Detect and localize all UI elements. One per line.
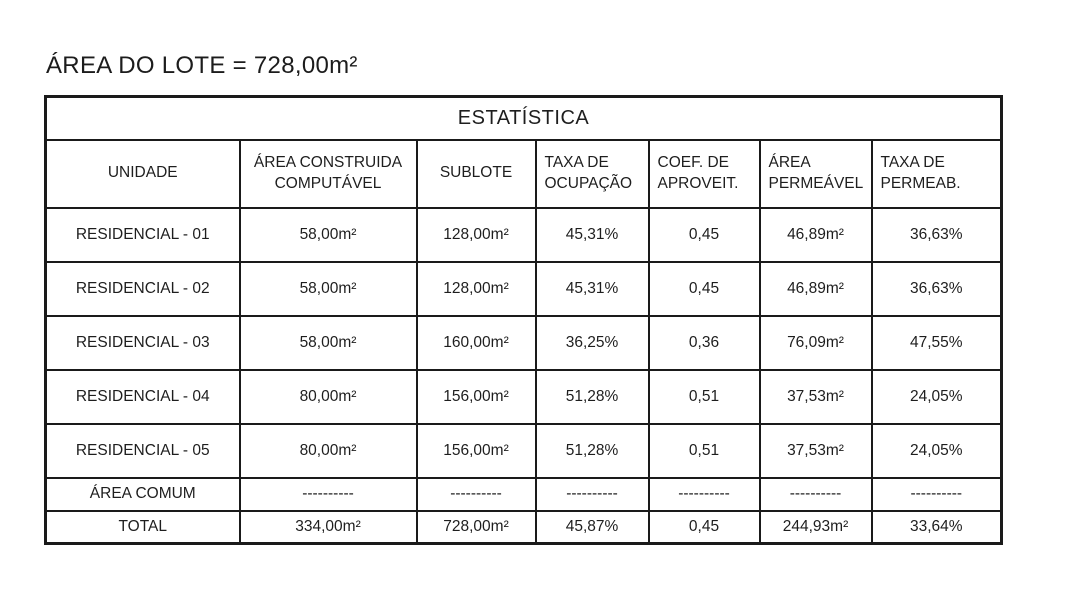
row-label: TOTAL — [44, 509, 241, 545]
table-cell: 0,45 — [647, 509, 761, 545]
table-row: RESIDENCIAL - 03 58,00m² 160,00m² 36,25%… — [44, 314, 1003, 371]
table-cell: 244,93m² — [758, 509, 873, 545]
table-cell: 36,25% — [534, 314, 650, 371]
table-cell: 0,51 — [647, 422, 761, 479]
table-cell: ---------- — [238, 476, 418, 512]
table-cell: 728,00m² — [415, 509, 537, 545]
table-cell: 36,63% — [870, 206, 1003, 263]
table-cell: 51,28% — [534, 368, 650, 425]
table-cell: 24,05% — [870, 422, 1003, 479]
table-cell: ---------- — [415, 476, 537, 512]
column-header-unidade: UNIDADE — [44, 138, 241, 209]
table-title: ESTATÍSTICA — [44, 95, 1003, 141]
column-header-sublote: SUBLOTE — [415, 138, 537, 209]
table-row: RESIDENCIAL - 02 58,00m² 128,00m² 45,31%… — [44, 260, 1003, 317]
column-header-coef-aproveit: COEF. DE APROVEIT. — [647, 138, 761, 209]
table-cell: 37,53m² — [758, 422, 873, 479]
table-row-area-comum: ÁREA COMUM ---------- ---------- -------… — [44, 476, 1003, 512]
table-cell: 76,09m² — [758, 314, 873, 371]
table-row: RESIDENCIAL - 05 80,00m² 156,00m² 51,28%… — [44, 422, 1003, 479]
table-cell: 0,45 — [647, 260, 761, 317]
table-cell: 0,45 — [647, 206, 761, 263]
column-header-taxa-permeab: TAXA DE PERMEAB. — [870, 138, 1003, 209]
table-cell: 46,89m² — [758, 260, 873, 317]
column-header-area-permeavel: ÁREA PERMEÁVEL — [758, 138, 873, 209]
row-label: RESIDENCIAL - 04 — [44, 368, 241, 425]
table-cell: 47,55% — [870, 314, 1003, 371]
table-row: RESIDENCIAL - 01 58,00m² 128,00m² 45,31%… — [44, 206, 1003, 263]
table-header-row: UNIDADE ÁREA CONSTRUIDA COMPUTÁVEL SUBLO… — [44, 138, 1003, 209]
row-label: ÁREA COMUM — [44, 476, 241, 512]
table-row-total: TOTAL 334,00m² 728,00m² 45,87% 0,45 244,… — [44, 509, 1003, 545]
table-cell: ---------- — [534, 476, 650, 512]
row-label: RESIDENCIAL - 02 — [44, 260, 241, 317]
row-label: RESIDENCIAL - 03 — [44, 314, 241, 371]
table-cell: 160,00m² — [415, 314, 537, 371]
row-label: RESIDENCIAL - 01 — [44, 206, 241, 263]
table-cell: 45,31% — [534, 206, 650, 263]
column-header-area-construida: ÁREA CONSTRUIDA COMPUTÁVEL — [238, 138, 418, 209]
table-cell: 45,31% — [534, 260, 650, 317]
table-cell: 51,28% — [534, 422, 650, 479]
table-cell: 334,00m² — [238, 509, 418, 545]
table-cell: 58,00m² — [238, 260, 418, 317]
statistics-table: ESTATÍSTICA UNIDADE ÁREA CONSTRUIDA COMP… — [44, 95, 1004, 545]
table-cell: 46,89m² — [758, 206, 873, 263]
table-cell: 0,36 — [647, 314, 761, 371]
table-cell: 58,00m² — [238, 314, 418, 371]
table-cell: 24,05% — [870, 368, 1003, 425]
lot-area-title: ÁREA DO LOTE = 728,00m² — [46, 52, 358, 79]
table-cell: ---------- — [647, 476, 761, 512]
table-cell: 156,00m² — [415, 368, 537, 425]
table-cell: 45,87% — [534, 509, 650, 545]
table-cell: 80,00m² — [238, 368, 418, 425]
table-cell: 33,64% — [870, 509, 1003, 545]
table-cell: 80,00m² — [238, 422, 418, 479]
table-cell: 37,53m² — [758, 368, 873, 425]
table-cell: 36,63% — [870, 260, 1003, 317]
table-row: RESIDENCIAL - 04 80,00m² 156,00m² 51,28%… — [44, 368, 1003, 425]
table-title-row: ESTATÍSTICA — [44, 95, 1003, 141]
column-header-taxa-ocupacao: TAXA DE OCUPAÇÃO — [534, 138, 650, 209]
table-cell: 128,00m² — [415, 260, 537, 317]
table-cell: ---------- — [758, 476, 873, 512]
row-label: RESIDENCIAL - 05 — [44, 422, 241, 479]
table-cell: 156,00m² — [415, 422, 537, 479]
table-cell: ---------- — [870, 476, 1003, 512]
table-cell: 128,00m² — [415, 206, 537, 263]
table-cell: 58,00m² — [238, 206, 418, 263]
table-cell: 0,51 — [647, 368, 761, 425]
